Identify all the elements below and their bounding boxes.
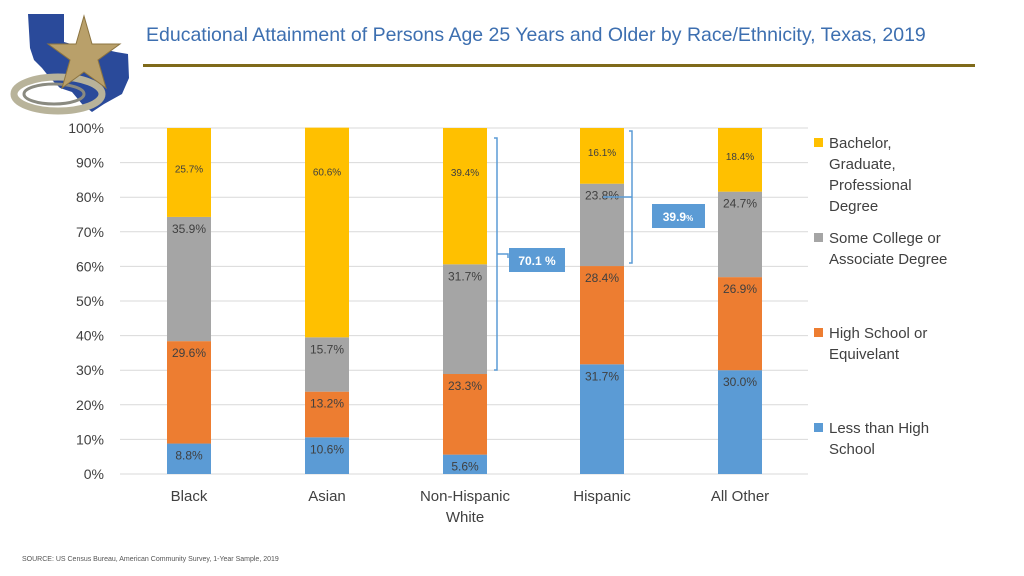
y-tick-label: 40% xyxy=(76,328,104,344)
data-label: 29.6% xyxy=(172,346,206,360)
data-label: 23.8% xyxy=(585,189,619,203)
bar-segment xyxy=(443,128,487,265)
bar-segment xyxy=(305,391,349,438)
data-label: 39.4% xyxy=(451,168,479,179)
bar-segment xyxy=(718,277,762,371)
legend-label: High School or Equivelant xyxy=(829,325,928,363)
data-label: 28.4% xyxy=(585,271,619,285)
legend-swatch xyxy=(814,423,823,432)
data-label: 10.6% xyxy=(310,442,344,456)
bar-segment xyxy=(718,370,762,474)
legend-swatch xyxy=(814,233,823,242)
texas-star-logo-icon xyxy=(6,8,141,123)
annotation-suffix: % xyxy=(686,214,693,223)
bar-segment xyxy=(443,264,487,375)
annotation-label: 70.1 % xyxy=(518,254,556,268)
data-label: 31.7% xyxy=(448,269,482,283)
title-underline xyxy=(143,64,975,67)
bar-segment xyxy=(305,127,349,338)
legend-item: High School or Equivelant xyxy=(814,323,969,365)
data-label: 30.0% xyxy=(723,375,757,389)
bar-segment xyxy=(305,337,349,392)
bar-segment xyxy=(167,341,211,444)
data-label: 31.7% xyxy=(585,369,619,383)
x-tick-label: Non-Hispanic xyxy=(420,488,511,505)
data-label: 8.8% xyxy=(175,449,203,463)
data-label: 23.3% xyxy=(448,379,482,393)
x-tick-label: Asian xyxy=(308,488,346,505)
data-label: 60.6% xyxy=(313,168,341,179)
legend-item: Some College or Associate Degree xyxy=(814,228,969,270)
bar-segment xyxy=(167,216,211,342)
data-label: 24.7% xyxy=(723,197,757,211)
data-label: 25.7% xyxy=(175,164,203,175)
legend-item: Less than High School xyxy=(814,418,969,460)
data-label: 26.9% xyxy=(723,282,757,296)
bar-segment xyxy=(443,374,487,455)
bar-segment xyxy=(580,266,624,365)
y-tick-label: 70% xyxy=(76,224,104,240)
legend-swatch xyxy=(814,138,823,147)
y-tick-label: 50% xyxy=(76,293,104,309)
y-tick-label: 90% xyxy=(76,155,104,171)
annotation-value: 39.9 xyxy=(663,210,687,224)
legend-swatch xyxy=(814,328,823,337)
legend-label: Bachelor, Graduate, Professional Degree xyxy=(829,135,912,215)
y-tick-label: 80% xyxy=(76,189,104,205)
bar-segment xyxy=(167,443,211,474)
bracket-connector xyxy=(497,253,509,258)
data-label: 16.1% xyxy=(588,148,616,159)
legend-label: Less than High School xyxy=(829,420,930,458)
bar-segment xyxy=(305,437,349,474)
y-tick-label: 0% xyxy=(84,466,104,482)
bar-segment xyxy=(718,191,762,278)
y-tick-label: 60% xyxy=(76,258,104,274)
annotation-label: 39.9% xyxy=(663,210,693,224)
y-tick-label: 100% xyxy=(68,120,104,136)
x-tick-label: White xyxy=(446,509,484,526)
data-label: 18.4% xyxy=(726,152,754,163)
legend-label: Some College or Associate Degree xyxy=(829,230,948,268)
y-tick-label: 20% xyxy=(76,397,104,413)
x-tick-label: Hispanic xyxy=(573,488,631,505)
data-label: 15.7% xyxy=(310,342,344,356)
legend-item: Bachelor, Graduate, Professional Degree xyxy=(814,133,969,217)
bar-segment xyxy=(580,364,624,474)
annotation-box xyxy=(509,248,565,272)
annotation-box xyxy=(652,204,705,228)
data-label: 5.6% xyxy=(451,460,479,474)
source-note: SOURCE: US Census Bureau, American Commu… xyxy=(22,556,279,563)
y-tick-label: 30% xyxy=(76,362,104,378)
bar-segment xyxy=(580,128,624,184)
bar-segment xyxy=(718,128,762,192)
bar-segment xyxy=(443,454,487,474)
data-label: 13.2% xyxy=(310,397,344,411)
y-tick-label: 10% xyxy=(76,431,104,447)
data-label: 35.9% xyxy=(172,222,206,236)
x-tick-label: Black xyxy=(171,488,208,505)
chart-title: Educational Attainment of Persons Age 25… xyxy=(146,24,926,46)
x-tick-label: All Other xyxy=(711,488,769,505)
bar-segment xyxy=(167,128,211,217)
